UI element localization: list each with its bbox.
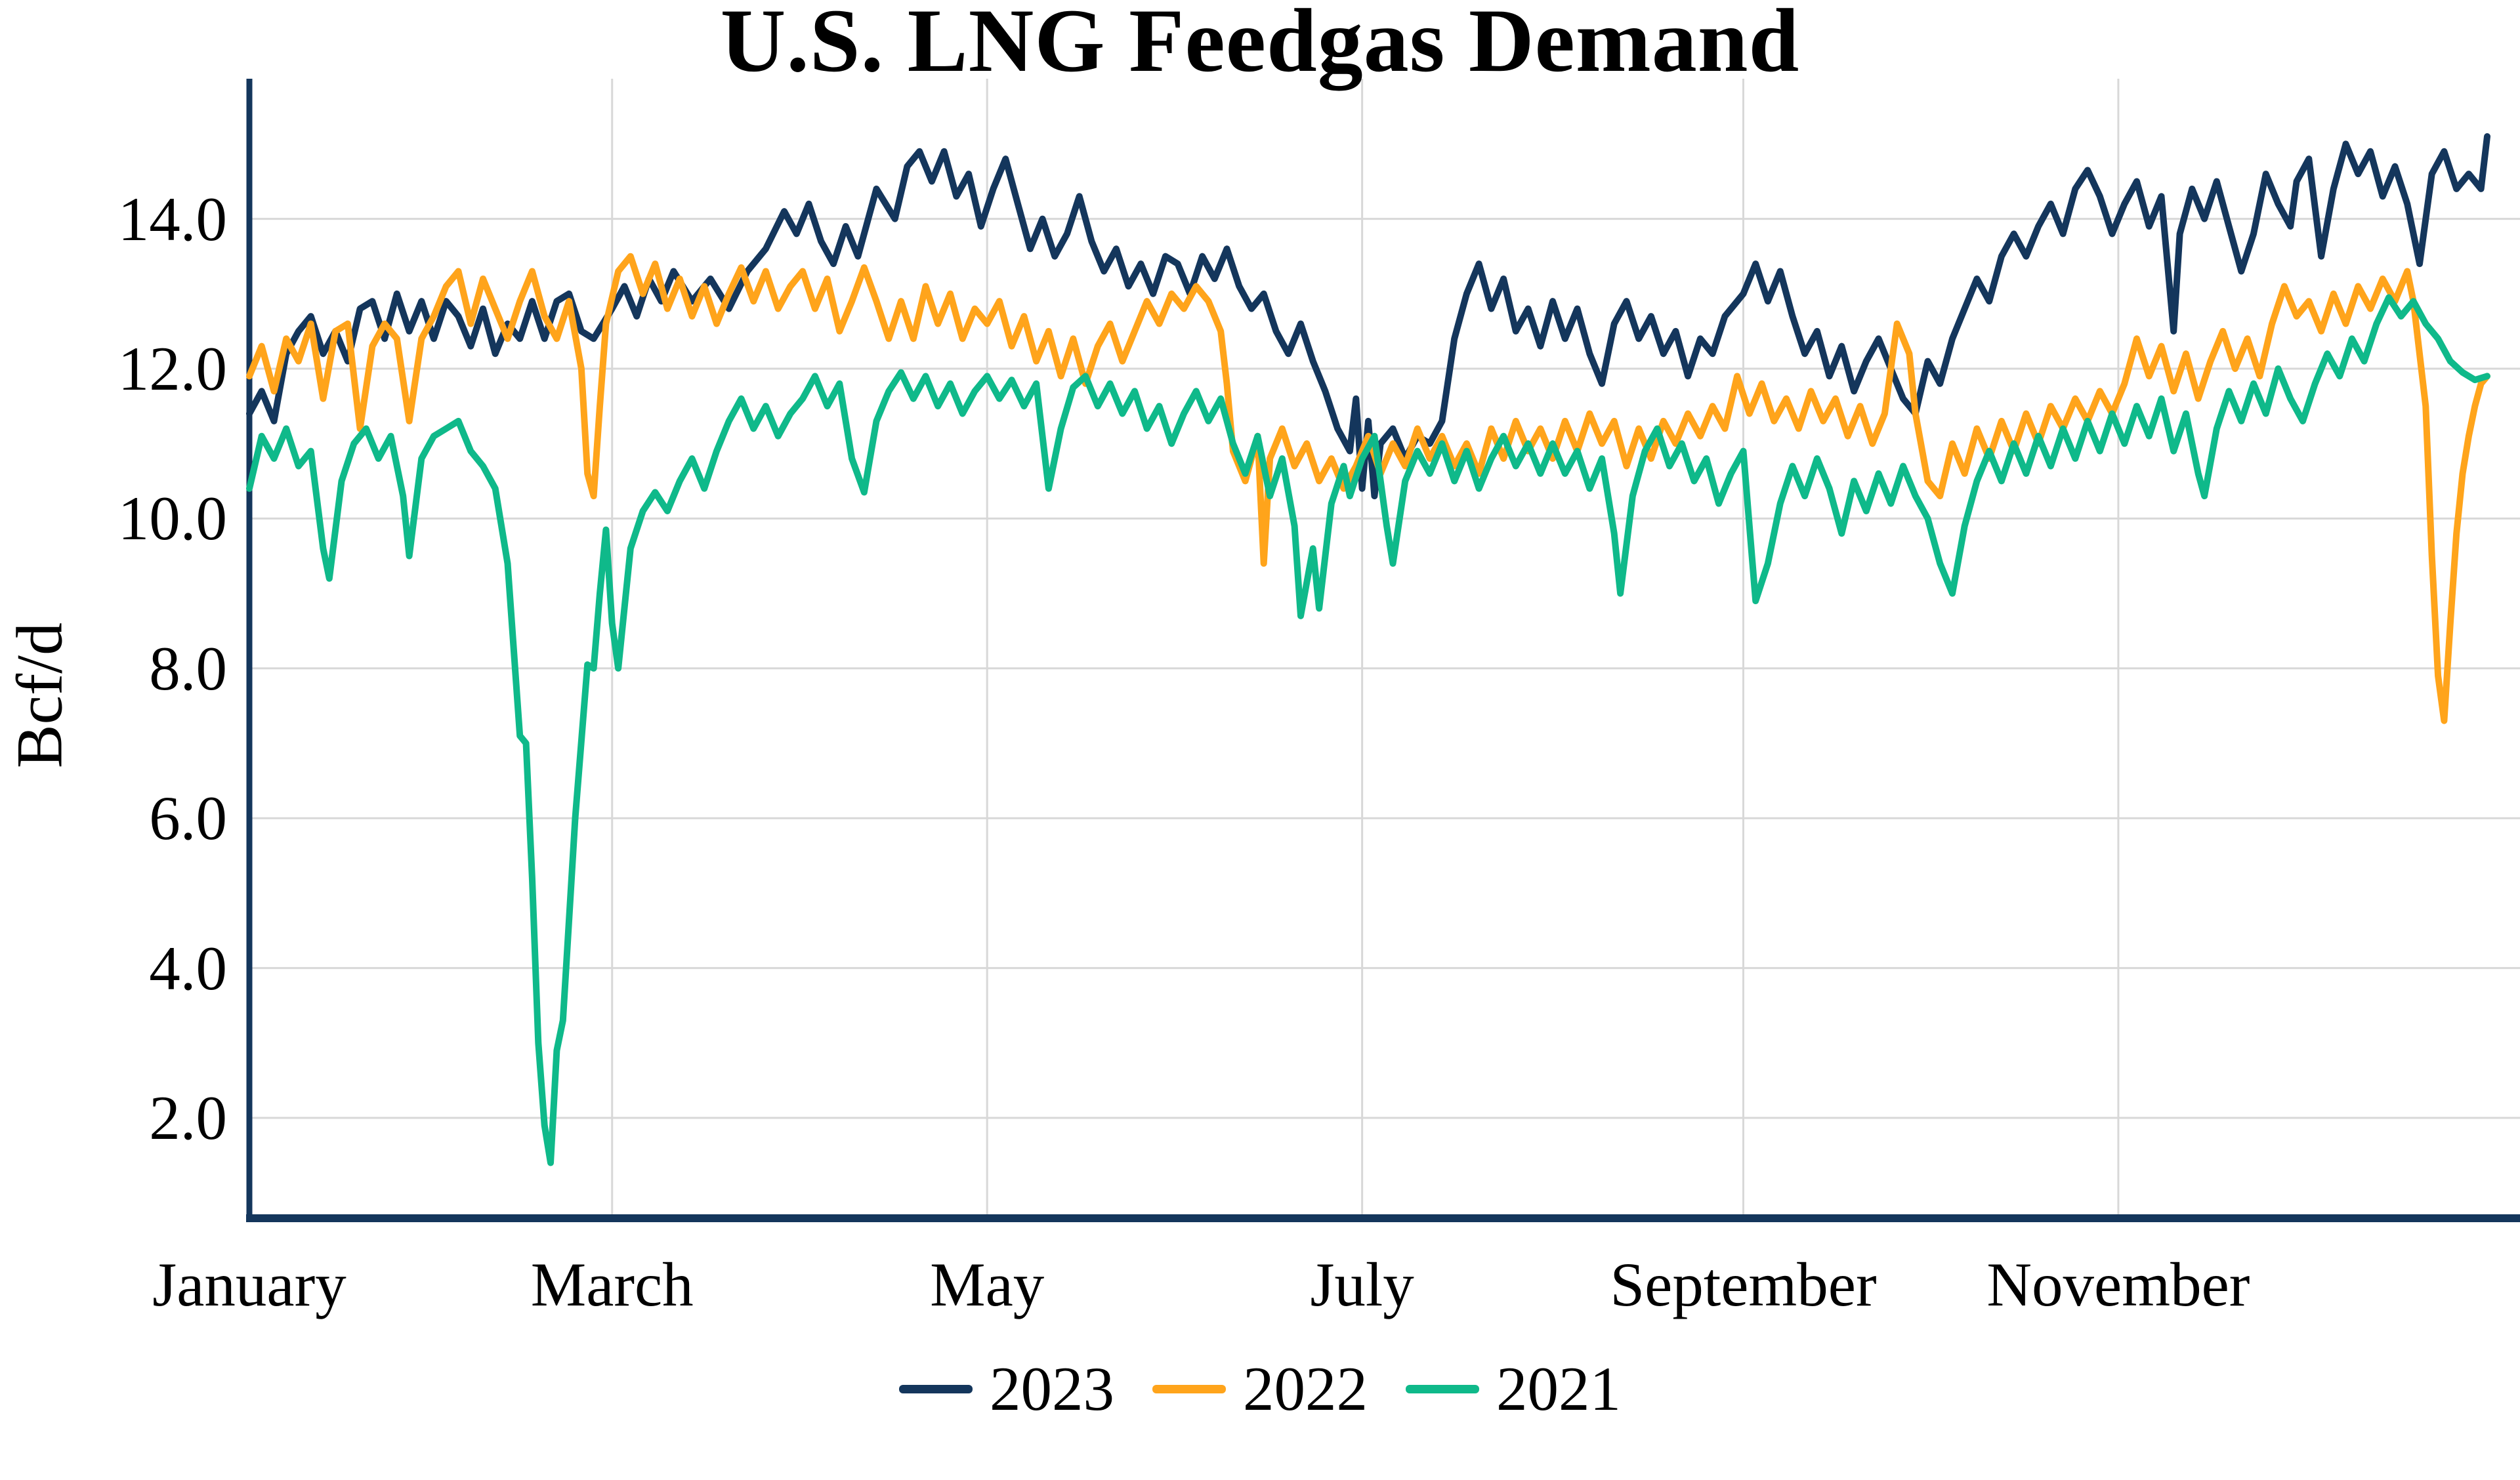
legend-item-2022: 2022 xyxy=(1152,1353,1368,1425)
legend-swatch-2023 xyxy=(899,1384,973,1393)
x-tick-label-May: May xyxy=(930,1250,1045,1319)
legend-swatch-2022 xyxy=(1152,1384,1226,1393)
y-tick-label-6.0: 6.0 xyxy=(149,783,227,853)
series-line-2022 xyxy=(246,253,2490,724)
legend-label-2021: 2021 xyxy=(1496,1354,1621,1424)
legend-label-2023: 2023 xyxy=(990,1354,1114,1424)
y-tick-label-8.0: 8.0 xyxy=(149,633,227,703)
y-tick-label-10.0: 10.0 xyxy=(117,483,227,554)
y-tick-label-14.0: 14.0 xyxy=(117,184,227,254)
x-tick-label-January: January xyxy=(152,1250,346,1319)
legend: 2023 2022 2021 xyxy=(0,1353,2520,1425)
series-line-2023 xyxy=(246,133,2490,500)
y-tick-label-12.0: 12.0 xyxy=(117,334,227,403)
x-tick-label-November: November xyxy=(1986,1250,2250,1319)
x-tick-label-September: September xyxy=(1610,1250,1877,1319)
legend-item-2023: 2023 xyxy=(899,1353,1114,1425)
x-tick-label-March: March xyxy=(530,1250,694,1319)
series-line-2021 xyxy=(246,294,2490,1166)
legend-item-2021: 2021 xyxy=(1406,1353,1621,1425)
y-tick-label-2.0: 2.0 xyxy=(149,1083,227,1153)
legend-swatch-2021 xyxy=(1406,1384,1479,1393)
legend-label-2022: 2022 xyxy=(1243,1354,1368,1424)
y-tick-label-4.0: 4.0 xyxy=(149,933,227,1003)
chart-title: U.S. LNG Feedgas Demand xyxy=(720,0,1800,91)
x-tick-label-July: July xyxy=(1310,1250,1414,1319)
